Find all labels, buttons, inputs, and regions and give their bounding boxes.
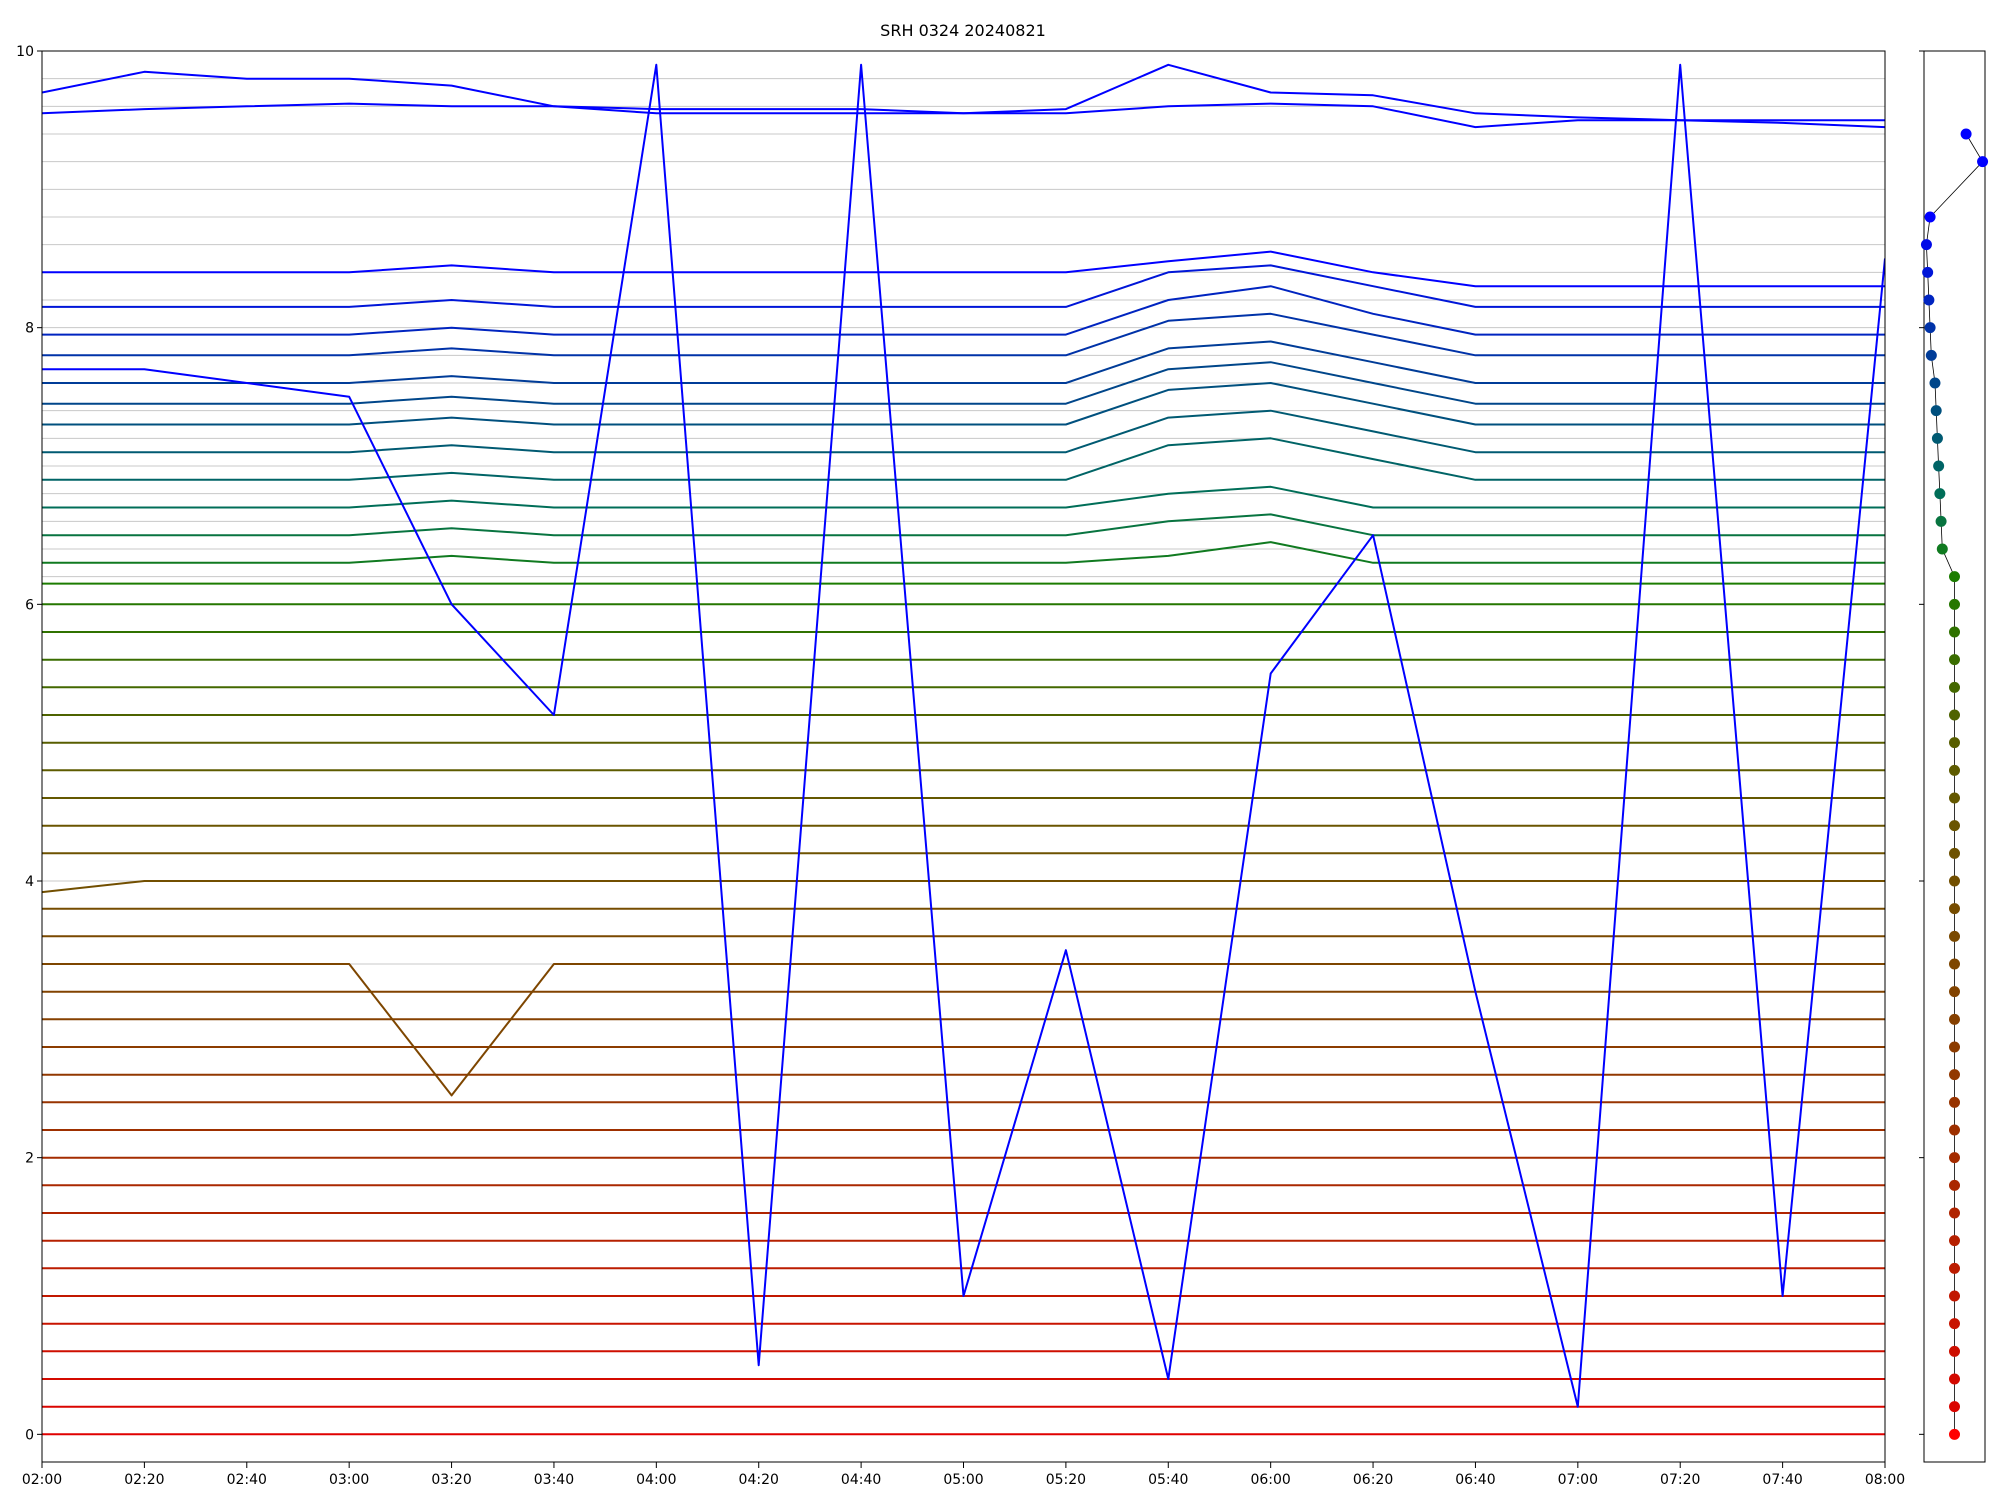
x-tick-label: 06:20 xyxy=(1353,1472,1393,1488)
x-tick-label: 05:20 xyxy=(1046,1472,1086,1488)
dot xyxy=(1949,626,1960,638)
dot xyxy=(1949,1290,1960,1302)
dot xyxy=(1949,930,1960,942)
dot xyxy=(1949,1124,1960,1136)
x-tick-label: 06:00 xyxy=(1250,1472,1290,1488)
y-tick-label: 8 xyxy=(25,321,34,337)
dot xyxy=(1949,875,1960,887)
dot xyxy=(1949,571,1960,583)
dot xyxy=(1949,1069,1960,1081)
series-line xyxy=(42,541,1885,564)
dot xyxy=(1949,654,1960,666)
dot xyxy=(1949,598,1960,610)
x-tick-label: 04:00 xyxy=(636,1472,676,1488)
series-group xyxy=(42,63,1885,1436)
series-line xyxy=(42,409,1885,454)
x-tick-label: 02:20 xyxy=(124,1472,164,1488)
dot xyxy=(1929,377,1941,389)
x-tick-label: 04:40 xyxy=(841,1472,881,1488)
series-line xyxy=(42,63,1885,129)
dot xyxy=(1949,1152,1960,1164)
dot xyxy=(1949,1096,1960,1108)
dot xyxy=(1920,239,1932,251)
x-tick-label: 07:40 xyxy=(1762,1472,1802,1488)
dot xyxy=(1949,1345,1960,1357)
dot xyxy=(1949,1262,1960,1274)
x-tick-label: 02:00 xyxy=(22,1472,62,1488)
dot xyxy=(1949,1235,1960,1247)
dot xyxy=(1949,958,1960,970)
series-line xyxy=(42,361,1885,405)
x-tick-label: 03:20 xyxy=(431,1472,471,1488)
x-tick-label: 04:20 xyxy=(739,1472,779,1488)
x-tick-label: 07:20 xyxy=(1660,1472,1700,1488)
y-tick-label: 4 xyxy=(25,874,34,890)
dot xyxy=(1949,1401,1960,1413)
dot xyxy=(1931,432,1943,444)
x-tick-label: 03:40 xyxy=(534,1472,574,1488)
y-tick-label: 10 xyxy=(16,44,34,60)
side-panel-frame xyxy=(1923,50,1986,1463)
dot xyxy=(1949,1041,1960,1053)
series-line xyxy=(42,340,1885,384)
series-line xyxy=(42,485,1885,509)
dot xyxy=(1949,737,1960,749)
side-panel xyxy=(1920,128,1989,1440)
series-line xyxy=(42,312,1885,357)
dot xyxy=(1949,1179,1960,1191)
series-line xyxy=(42,963,1885,1097)
dot xyxy=(1924,322,1936,334)
dot xyxy=(1949,1013,1960,1025)
dot xyxy=(1949,903,1960,915)
dot xyxy=(1949,792,1960,804)
chart-title: SRH 0324 20240821 xyxy=(880,21,1046,40)
series-line xyxy=(42,880,1885,894)
dot xyxy=(1923,294,1935,306)
dot xyxy=(1949,1373,1960,1385)
x-tick-label: 07:00 xyxy=(1558,1472,1598,1488)
x-tick-label: 06:40 xyxy=(1455,1472,1495,1488)
dot xyxy=(1930,405,1942,417)
series-line xyxy=(42,382,1885,426)
series-line xyxy=(42,250,1885,288)
dot xyxy=(1933,460,1945,472)
dot xyxy=(1936,543,1948,555)
series-line xyxy=(42,264,1885,308)
x-tick-label: 03:00 xyxy=(329,1472,369,1488)
x-tick-label: 08:00 xyxy=(1865,1472,1905,1488)
series-line xyxy=(42,513,1885,537)
dot xyxy=(1935,515,1947,527)
dot xyxy=(1924,211,1936,223)
dot xyxy=(1949,1428,1960,1440)
dot xyxy=(1960,128,1972,140)
dot xyxy=(1949,681,1960,693)
x-tick-label: 05:00 xyxy=(943,1472,983,1488)
dot xyxy=(1949,986,1960,998)
dot xyxy=(1949,847,1960,859)
dot xyxy=(1949,1207,1960,1219)
series-line xyxy=(42,63,1885,1408)
dot xyxy=(1949,709,1960,721)
axes: 0 2 4 6 8 10 02:00 02:20 02:40 03:00 03:20 03:40 04:… xyxy=(16,44,1924,1488)
y-tick-label: 6 xyxy=(25,597,34,613)
dot xyxy=(1949,820,1960,832)
dot xyxy=(1949,764,1960,776)
dot xyxy=(1934,488,1946,500)
y-tick-label: 0 xyxy=(25,1427,34,1443)
dot xyxy=(1977,156,1989,168)
x-tick-label: 05:40 xyxy=(1148,1472,1188,1488)
series-line xyxy=(42,285,1885,336)
x-tick-label: 02:40 xyxy=(227,1472,267,1488)
dot xyxy=(1922,266,1934,278)
dot xyxy=(1925,349,1937,361)
series-line xyxy=(42,437,1885,481)
y-tick-label: 2 xyxy=(25,1151,34,1167)
dot xyxy=(1949,1318,1960,1330)
